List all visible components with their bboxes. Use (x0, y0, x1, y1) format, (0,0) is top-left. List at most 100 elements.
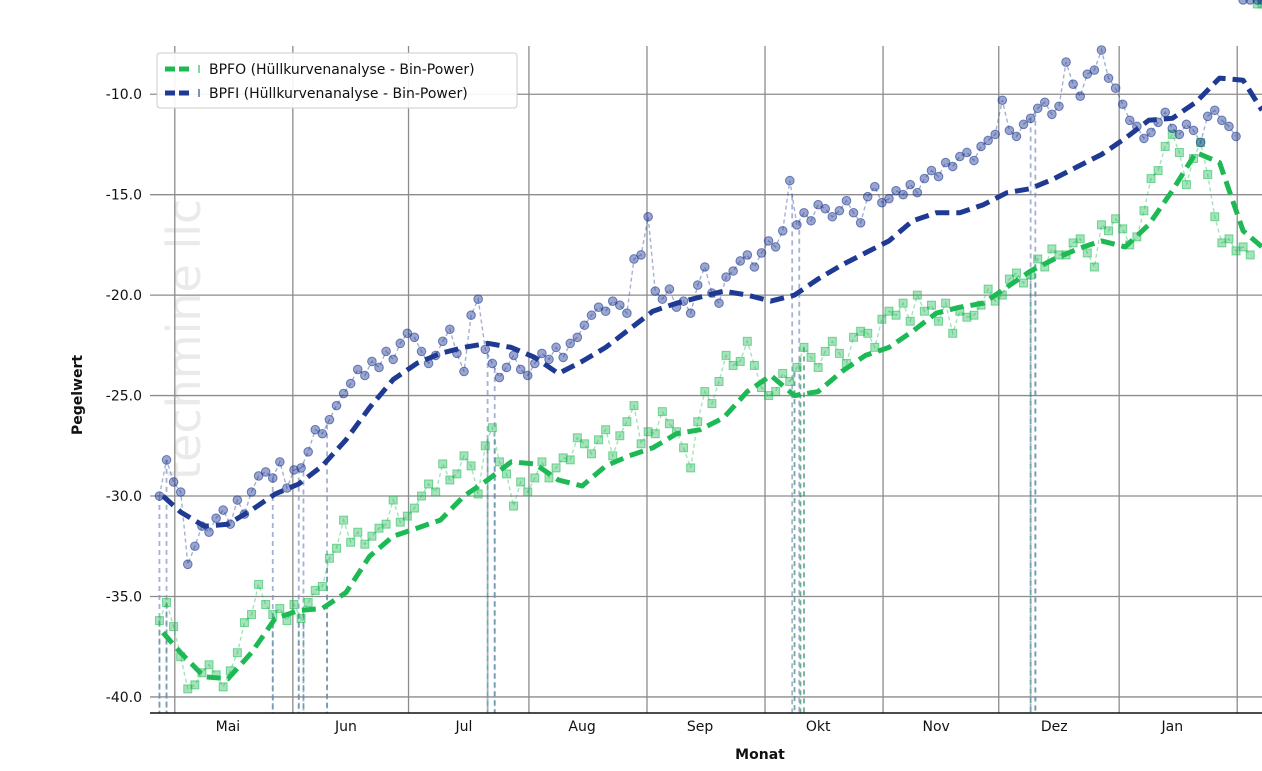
bpfi-point (792, 220, 802, 230)
bpfo-point (1160, 141, 1170, 151)
bpfi-point (1103, 73, 1114, 83)
bpfo-point (523, 487, 533, 497)
bpfo-point (749, 360, 759, 370)
bpfo-point (289, 600, 299, 610)
bpfi-point (1039, 97, 1050, 108)
bpfo-point (438, 459, 448, 469)
x-tick-label: Okt (806, 719, 831, 735)
bpfo-point (1153, 166, 1163, 176)
bpfo-point (926, 300, 936, 310)
bpfi-point (1124, 115, 1135, 126)
bpfo-point (919, 306, 929, 316)
bpfi-point (777, 226, 788, 236)
bpfo-point (735, 356, 745, 366)
legend-box (156, 52, 518, 109)
bpfi-point (742, 250, 753, 260)
bpfo-point (388, 495, 398, 505)
bpfi-point (416, 346, 427, 357)
bpfo-point (530, 473, 540, 483)
bpfo-point (473, 489, 483, 499)
bpfo-point (806, 352, 816, 362)
bpfo-point (912, 290, 922, 300)
bpfo-point (714, 377, 724, 387)
bpfo-point (409, 503, 419, 513)
bpfi-point (664, 284, 675, 294)
bpfi-point (296, 463, 306, 473)
bpfi-point (409, 332, 420, 343)
bpfo-point (353, 527, 363, 537)
bpfo-point (565, 455, 575, 465)
bpfo-point (1096, 220, 1106, 230)
bpfo-point (1167, 129, 1177, 139)
bpfo-point (601, 425, 611, 435)
bpfo-point (367, 531, 377, 541)
bpfi-point (367, 356, 377, 367)
bpfi-trend-line (161, 75, 1262, 529)
bpfo-point (657, 407, 667, 417)
bpfo-point (849, 332, 859, 342)
bpfo-point (204, 660, 214, 670)
bpfi-point (657, 294, 668, 304)
bpfi-point (154, 491, 165, 501)
bpfo-point (1019, 278, 1029, 288)
bpfo-point (558, 453, 568, 463)
bpfo-point (905, 316, 915, 326)
bpfi-point (190, 541, 200, 552)
bpfo-point (395, 517, 405, 527)
bpfi-point (884, 193, 894, 204)
bpfo-point (424, 479, 434, 489)
bpfo-point (983, 284, 993, 294)
bpfi-point (785, 175, 795, 186)
bpfo-point (707, 399, 717, 409)
bpfi-point (374, 362, 384, 373)
bpfi-point (629, 254, 639, 264)
bpfi-point (877, 197, 887, 208)
bpfi-point (643, 211, 653, 222)
bpfo-point (771, 387, 781, 397)
bpfi-point (898, 189, 908, 200)
bpfi-point (636, 250, 646, 260)
bpfo-point (579, 439, 589, 449)
bpfo-point (721, 350, 731, 360)
bpfi-point (331, 400, 342, 411)
bpfo-point (254, 579, 264, 589)
bpfo-point (509, 501, 519, 511)
bpfo-point (275, 604, 285, 614)
bpfo-point (1224, 234, 1234, 244)
bpfo-point (551, 463, 561, 473)
bpfi-point (275, 457, 285, 467)
bpfi-point (381, 346, 391, 357)
bpfo-point (1174, 147, 1184, 157)
bpfo-point (516, 477, 526, 487)
bpfo-point (1011, 268, 1021, 278)
bpfi-point (352, 364, 363, 375)
bpfo-point (962, 312, 972, 322)
bpfi-point (253, 471, 264, 481)
bpfi-point (175, 487, 186, 497)
bpfi-point (466, 310, 476, 321)
y-tick-label: -35.0 (106, 589, 142, 605)
bpfo-point (232, 648, 242, 658)
bpfo-point (834, 348, 844, 358)
bpfo-point (1146, 174, 1156, 184)
bpfi-point (1217, 115, 1227, 126)
bpfo-point (239, 618, 249, 628)
bpfi-point (480, 344, 491, 355)
bpfi-point (1167, 123, 1178, 134)
bpfi-point (572, 332, 583, 343)
bpfo-point (679, 443, 689, 453)
bpfi-point (1018, 119, 1029, 130)
bpfi-point (990, 129, 1001, 140)
axes: -40.0 -35.0 -30.0 -25.0 -20.0 -15.0 -10.0 Mai Ju… (106, 87, 1262, 735)
bpfo-raw-line (158, 132, 1251, 690)
bpfi-point (870, 181, 880, 192)
bpfo-point (870, 342, 880, 352)
bpfi-point (246, 487, 257, 497)
bpfi-point (685, 308, 696, 319)
watermark: techmine llc (157, 199, 211, 480)
bpfi-point (402, 328, 413, 339)
bpfi-point (388, 354, 398, 365)
x-tick-label: Jan (1160, 719, 1183, 735)
bpfi-point (721, 272, 731, 282)
bpfo-point (1075, 234, 1085, 244)
